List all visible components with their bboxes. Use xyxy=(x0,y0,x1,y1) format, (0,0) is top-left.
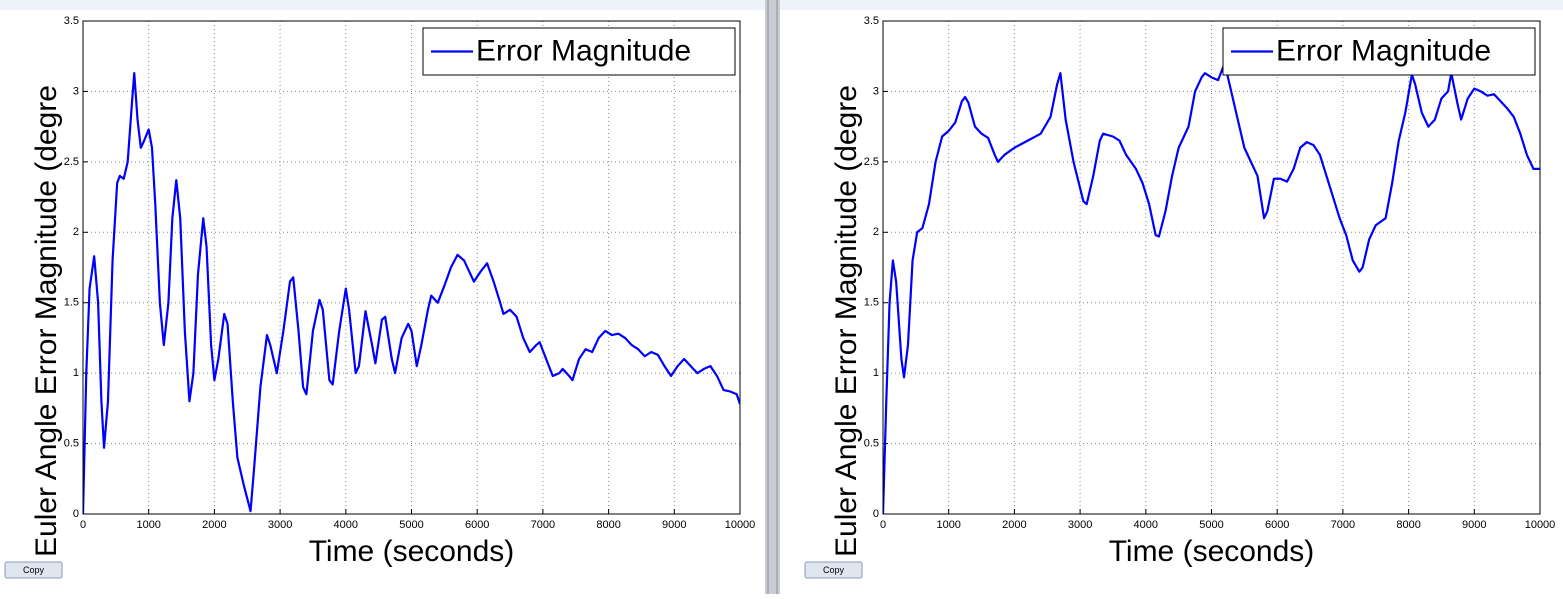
x-tick-label: 8000 xyxy=(596,519,620,531)
x-tick-label: 3000 xyxy=(1068,519,1092,531)
plot xyxy=(83,72,740,515)
y-tick-label: 2 xyxy=(873,226,879,238)
legend-label: Error Magnitude xyxy=(1276,34,1491,67)
x-tick-label: 1000 xyxy=(936,519,960,531)
x-tick-label: 5000 xyxy=(1199,519,1223,531)
x-tick-label: 5000 xyxy=(399,519,423,531)
x-axis-label: Time (seconds) xyxy=(309,535,515,568)
x-tick-label: 7000 xyxy=(531,519,555,531)
y-tick-label: 2.5 xyxy=(64,156,79,168)
x-tick-label: 8000 xyxy=(1396,519,1420,531)
y-tick-label: 3 xyxy=(873,85,879,97)
button-bg[interactable] xyxy=(804,561,863,579)
y-tick-label: 3.5 xyxy=(64,15,79,27)
x-tick-label: 7000 xyxy=(1331,519,1355,531)
axes-box xyxy=(82,20,741,515)
x-axis-label: Time (seconds) xyxy=(1109,535,1315,568)
button-bg[interactable] xyxy=(4,561,63,579)
legend-box xyxy=(422,27,736,76)
y-tick-label: 1.5 xyxy=(64,297,79,309)
splitter xyxy=(765,0,780,594)
x-tick-label: 10000 xyxy=(725,519,756,531)
legend-label: Error Magnitude xyxy=(476,34,691,67)
x-tick-label: 3000 xyxy=(268,519,292,531)
y-tick-label: 2 xyxy=(73,226,79,238)
chart: 0 1000 2000 3000 4000 5000 6000 7000 8000 9000 100… xyxy=(830,15,1555,568)
y-tick-label: 0.5 xyxy=(864,437,879,449)
x-tick-label: 2000 xyxy=(202,519,226,531)
x-tick-label: 10000 xyxy=(1525,519,1556,531)
y-tick-label: 1 xyxy=(73,367,79,379)
x-tick-label: 0 xyxy=(880,519,886,531)
y-tick-label: 1.5 xyxy=(864,297,879,309)
x-tick-label: 4000 xyxy=(334,519,358,531)
x-tick-label: 2000 xyxy=(1002,519,1026,531)
y-tick-label: 1 xyxy=(873,367,879,379)
y-tick-label: 2.5 xyxy=(864,156,879,168)
y-tick-label: 3 xyxy=(73,85,79,97)
data-line xyxy=(883,62,1540,515)
plot-area xyxy=(83,21,740,514)
x-tick-label: 6000 xyxy=(1265,519,1289,531)
x-tick-label: 9000 xyxy=(1462,519,1486,531)
y-tick-label: 3.5 xyxy=(864,15,879,27)
x-tick-label: 1000 xyxy=(136,519,160,531)
x-tick-label: 9000 xyxy=(662,519,686,531)
button-label[interactable]: Copy xyxy=(23,565,45,575)
copy-button[interactable]: Copy xyxy=(4,561,63,579)
x-tick-label: 6000 xyxy=(465,519,489,531)
y-tick-label: 0 xyxy=(73,508,79,520)
axes-box xyxy=(882,20,1541,515)
y-tick-label: 0 xyxy=(873,508,879,520)
plot-area xyxy=(883,21,1540,514)
top-strip xyxy=(0,0,1563,10)
data-line xyxy=(83,72,740,515)
legend-box xyxy=(1222,27,1536,76)
y-axis-label: Euler Angle Error Magnitude (degre xyxy=(30,85,63,557)
x-tick-label: 4000 xyxy=(1134,519,1158,531)
button-label[interactable]: Copy xyxy=(823,565,845,575)
y-tick-label: 0.5 xyxy=(64,437,79,449)
y-axis-label: Euler Angle Error Magnitude (degre xyxy=(830,85,863,557)
copy-button[interactable]: Copy xyxy=(804,561,863,579)
plot xyxy=(883,62,1540,515)
chart: 0 1000 2000 3000 4000 5000 6000 7000 8000 9000 100… xyxy=(30,15,755,568)
x-tick-label: 0 xyxy=(80,519,86,531)
